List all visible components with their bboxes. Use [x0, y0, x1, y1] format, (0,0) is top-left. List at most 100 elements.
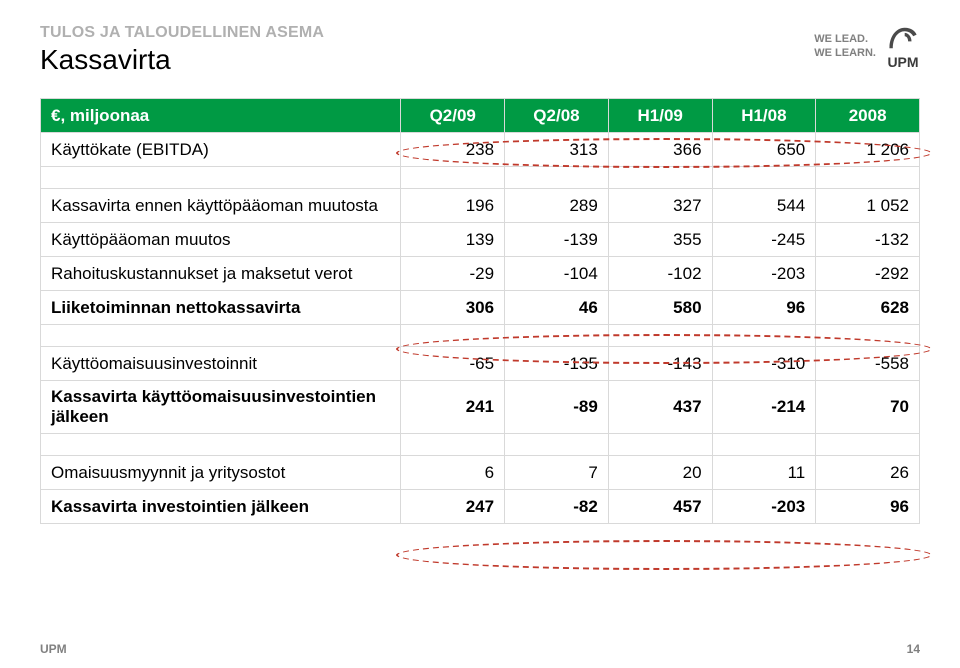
cell-value: 7	[505, 456, 609, 490]
cashflow-table: €, miljoonaaQ2/09Q2/08H1/09H1/082008 Käy…	[40, 98, 920, 524]
spacer-cell	[712, 325, 816, 347]
table-row: Liiketoiminnan nettokassavirta3064658096…	[41, 291, 920, 325]
row-label: Käyttöpääoman muutos	[41, 223, 401, 257]
cell-value: -214	[712, 381, 816, 434]
cell-value: -132	[816, 223, 920, 257]
spacer-cell	[41, 167, 401, 189]
spacer-cell	[608, 325, 712, 347]
col-header-label: €, miljoonaa	[41, 99, 401, 133]
cell-value: 11	[712, 456, 816, 490]
cell-value: 70	[816, 381, 920, 434]
table-row	[41, 325, 920, 347]
footer-page-number: 14	[907, 642, 920, 656]
cell-value: -65	[401, 347, 505, 381]
row-label: Käyttökate (EBITDA)	[41, 133, 401, 167]
tagline-line-1: WE LEAD.	[814, 33, 876, 47]
spacer-cell	[505, 167, 609, 189]
logo-block: WE LEAD. WE LEARN. UPM	[814, 24, 920, 70]
spacer-cell	[816, 434, 920, 456]
tagline: WE LEAD. WE LEARN.	[814, 33, 876, 61]
spacer-cell	[41, 434, 401, 456]
cell-value: 457	[608, 490, 712, 524]
cell-value: -310	[712, 347, 816, 381]
row-label: Kassavirta ennen käyttöpääoman muutosta	[41, 189, 401, 223]
cell-value: -292	[816, 257, 920, 291]
cell-value: 628	[816, 291, 920, 325]
table-row: Käyttöomaisuusinvestoinnit-65-135-143-31…	[41, 347, 920, 381]
cell-value: -89	[505, 381, 609, 434]
table-row: Rahoituskustannukset ja maksetut verot-2…	[41, 257, 920, 291]
cell-value: 1 206	[816, 133, 920, 167]
spacer-cell	[816, 167, 920, 189]
cell-value: -203	[712, 257, 816, 291]
tagline-line-2: WE LEARN.	[814, 47, 876, 61]
cell-value: 327	[608, 189, 712, 223]
cell-value: 580	[608, 291, 712, 325]
cell-value: 139	[401, 223, 505, 257]
row-label: Omaisuusmyynnit ja yritysostot	[41, 456, 401, 490]
row-label: Kassavirta investointien jälkeen	[41, 490, 401, 524]
table-row	[41, 167, 920, 189]
cell-value: -104	[505, 257, 609, 291]
cell-value: -143	[608, 347, 712, 381]
cell-value: 313	[505, 133, 609, 167]
col-header-2008: 2008	[816, 99, 920, 133]
cell-value: -102	[608, 257, 712, 291]
col-header-Q2/08: Q2/08	[505, 99, 609, 133]
cell-value: 650	[712, 133, 816, 167]
cell-value: 306	[401, 291, 505, 325]
cell-value: 241	[401, 381, 505, 434]
table-row: Käyttökate (EBITDA)2383133666501 206	[41, 133, 920, 167]
cell-value: 238	[401, 133, 505, 167]
row-label: Kassavirta käyttöomaisuusinvestointien j…	[41, 381, 401, 434]
cell-value: -82	[505, 490, 609, 524]
cell-value: 196	[401, 189, 505, 223]
spacer-cell	[41, 325, 401, 347]
header-titles: TULOS JA TALOUDELLINEN ASEMA Kassavirta	[40, 24, 814, 76]
cell-value: 366	[608, 133, 712, 167]
table-row: Kassavirta investointien jälkeen247-8245…	[41, 490, 920, 524]
table-row: Omaisuusmyynnit ja yritysostot67201126	[41, 456, 920, 490]
table-row	[41, 434, 920, 456]
spacer-cell	[608, 434, 712, 456]
cell-value: 437	[608, 381, 712, 434]
col-header-Q2/09: Q2/09	[401, 99, 505, 133]
cell-value: -558	[816, 347, 920, 381]
section-label: TULOS JA TALOUDELLINEN ASEMA	[40, 24, 814, 42]
page-title: Kassavirta	[40, 44, 814, 76]
cell-value: 20	[608, 456, 712, 490]
cell-value: 6	[401, 456, 505, 490]
cell-value: 544	[712, 189, 816, 223]
table-row: Kassavirta ennen käyttöpääoman muutosta1…	[41, 189, 920, 223]
table-head: €, miljoonaaQ2/09Q2/08H1/09H1/082008	[41, 99, 920, 133]
spacer-cell	[712, 167, 816, 189]
highlight-oval	[396, 540, 932, 570]
spacer-cell	[505, 325, 609, 347]
spacer-cell	[816, 325, 920, 347]
spacer-cell	[608, 167, 712, 189]
cell-value: 46	[505, 291, 609, 325]
row-label: Käyttöomaisuusinvestoinnit	[41, 347, 401, 381]
spacer-cell	[712, 434, 816, 456]
cell-value: 26	[816, 456, 920, 490]
cell-value: 96	[816, 490, 920, 524]
page-header: TULOS JA TALOUDELLINEN ASEMA Kassavirta …	[0, 0, 960, 86]
griffin-icon	[886, 24, 920, 52]
col-header-H1/08: H1/08	[712, 99, 816, 133]
cell-value: -245	[712, 223, 816, 257]
row-label: Liiketoiminnan nettokassavirta	[41, 291, 401, 325]
cell-value: 289	[505, 189, 609, 223]
cell-value: 96	[712, 291, 816, 325]
cell-value: 247	[401, 490, 505, 524]
upm-logo: UPM	[886, 24, 920, 70]
page-footer: UPM 14	[40, 642, 920, 656]
table-container: €, miljoonaaQ2/09Q2/08H1/09H1/082008 Käy…	[0, 86, 960, 524]
spacer-cell	[505, 434, 609, 456]
cell-value: 1 052	[816, 189, 920, 223]
spacer-cell	[401, 167, 505, 189]
table-row: Kassavirta käyttöomaisuusinvestointien j…	[41, 381, 920, 434]
footer-left: UPM	[40, 642, 67, 656]
cell-value: 355	[608, 223, 712, 257]
cell-value: -139	[505, 223, 609, 257]
spacer-cell	[401, 325, 505, 347]
